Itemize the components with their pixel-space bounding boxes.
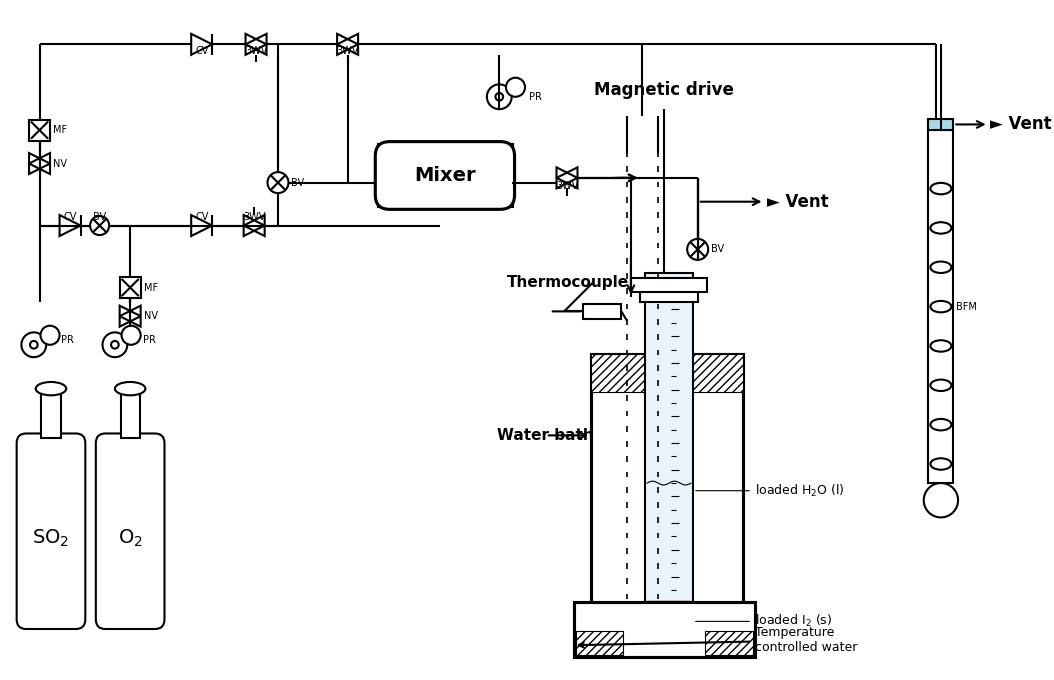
Circle shape [495, 93, 503, 101]
Text: PR: PR [60, 335, 74, 345]
FancyBboxPatch shape [375, 141, 514, 209]
Text: CV: CV [195, 46, 209, 56]
Circle shape [102, 333, 128, 357]
Ellipse shape [931, 419, 952, 430]
Bar [120, 389, 140, 438]
Text: BV: BV [93, 212, 106, 222]
Text: MF: MF [143, 283, 158, 292]
Text: ► Vent: ► Vent [767, 192, 828, 211]
Bar [583, 304, 622, 319]
Bar [120, 277, 140, 298]
Ellipse shape [36, 382, 66, 395]
Text: PR: PR [142, 335, 155, 345]
Ellipse shape [931, 222, 952, 234]
Text: Temperature
controlled water: Temperature controlled water [579, 626, 857, 654]
Circle shape [40, 326, 60, 345]
Text: CV: CV [195, 212, 209, 222]
Bar [591, 354, 652, 392]
Circle shape [111, 341, 119, 349]
Text: 3WV: 3WV [555, 181, 579, 191]
Text: loaded I$_2$ (s): loaded I$_2$ (s) [696, 613, 832, 630]
Ellipse shape [931, 458, 952, 470]
Bar [631, 278, 707, 292]
Bar [641, 288, 698, 302]
Text: ► Vent: ► Vent [991, 116, 1052, 133]
Bar [575, 631, 623, 655]
Text: 3WV: 3WV [245, 46, 268, 56]
Text: BV: BV [291, 177, 305, 188]
Bar [592, 394, 742, 648]
Ellipse shape [647, 607, 691, 641]
Text: loaded H$_2$O (l): loaded H$_2$O (l) [696, 483, 844, 498]
Ellipse shape [931, 301, 952, 312]
Text: PR: PR [529, 92, 542, 102]
Text: MF: MF [53, 125, 67, 135]
Circle shape [506, 78, 525, 97]
Circle shape [268, 172, 289, 193]
Ellipse shape [931, 262, 952, 273]
Circle shape [121, 326, 140, 345]
Text: BFM: BFM [956, 302, 977, 311]
Bar [929, 130, 953, 483]
FancyBboxPatch shape [17, 433, 85, 629]
Ellipse shape [115, 382, 145, 395]
Text: 3WV: 3WV [336, 46, 358, 56]
Bar [647, 600, 691, 641]
Circle shape [30, 341, 38, 349]
Circle shape [90, 216, 110, 235]
Bar [591, 354, 743, 650]
Circle shape [923, 483, 958, 517]
Text: Magnetic drive: Magnetic drive [594, 81, 735, 99]
Bar [41, 389, 60, 438]
Ellipse shape [931, 379, 952, 391]
Text: CV: CV [63, 212, 77, 222]
Text: Thermocouple: Thermocouple [507, 275, 629, 290]
Circle shape [687, 239, 708, 260]
Bar [575, 605, 753, 655]
FancyBboxPatch shape [96, 433, 164, 629]
Text: Mixer: Mixer [414, 166, 475, 185]
Ellipse shape [931, 183, 952, 194]
Circle shape [487, 84, 511, 109]
Text: NV: NV [53, 158, 66, 169]
Bar [591, 619, 652, 648]
Bar [30, 120, 50, 141]
Bar [573, 602, 755, 657]
Bar [682, 354, 743, 392]
Text: 3WV: 3WV [243, 212, 266, 222]
Bar [929, 119, 953, 130]
Bar [378, 144, 511, 207]
Bar [682, 619, 743, 648]
Bar [645, 273, 692, 615]
Text: SO$_2$: SO$_2$ [33, 528, 70, 549]
Text: BV: BV [711, 244, 724, 254]
Text: Water bath: Water bath [497, 428, 594, 443]
Ellipse shape [931, 340, 952, 352]
Circle shape [21, 333, 46, 357]
Bar [705, 631, 753, 655]
Text: NV: NV [143, 311, 157, 321]
Text: O$_2$: O$_2$ [118, 528, 142, 549]
